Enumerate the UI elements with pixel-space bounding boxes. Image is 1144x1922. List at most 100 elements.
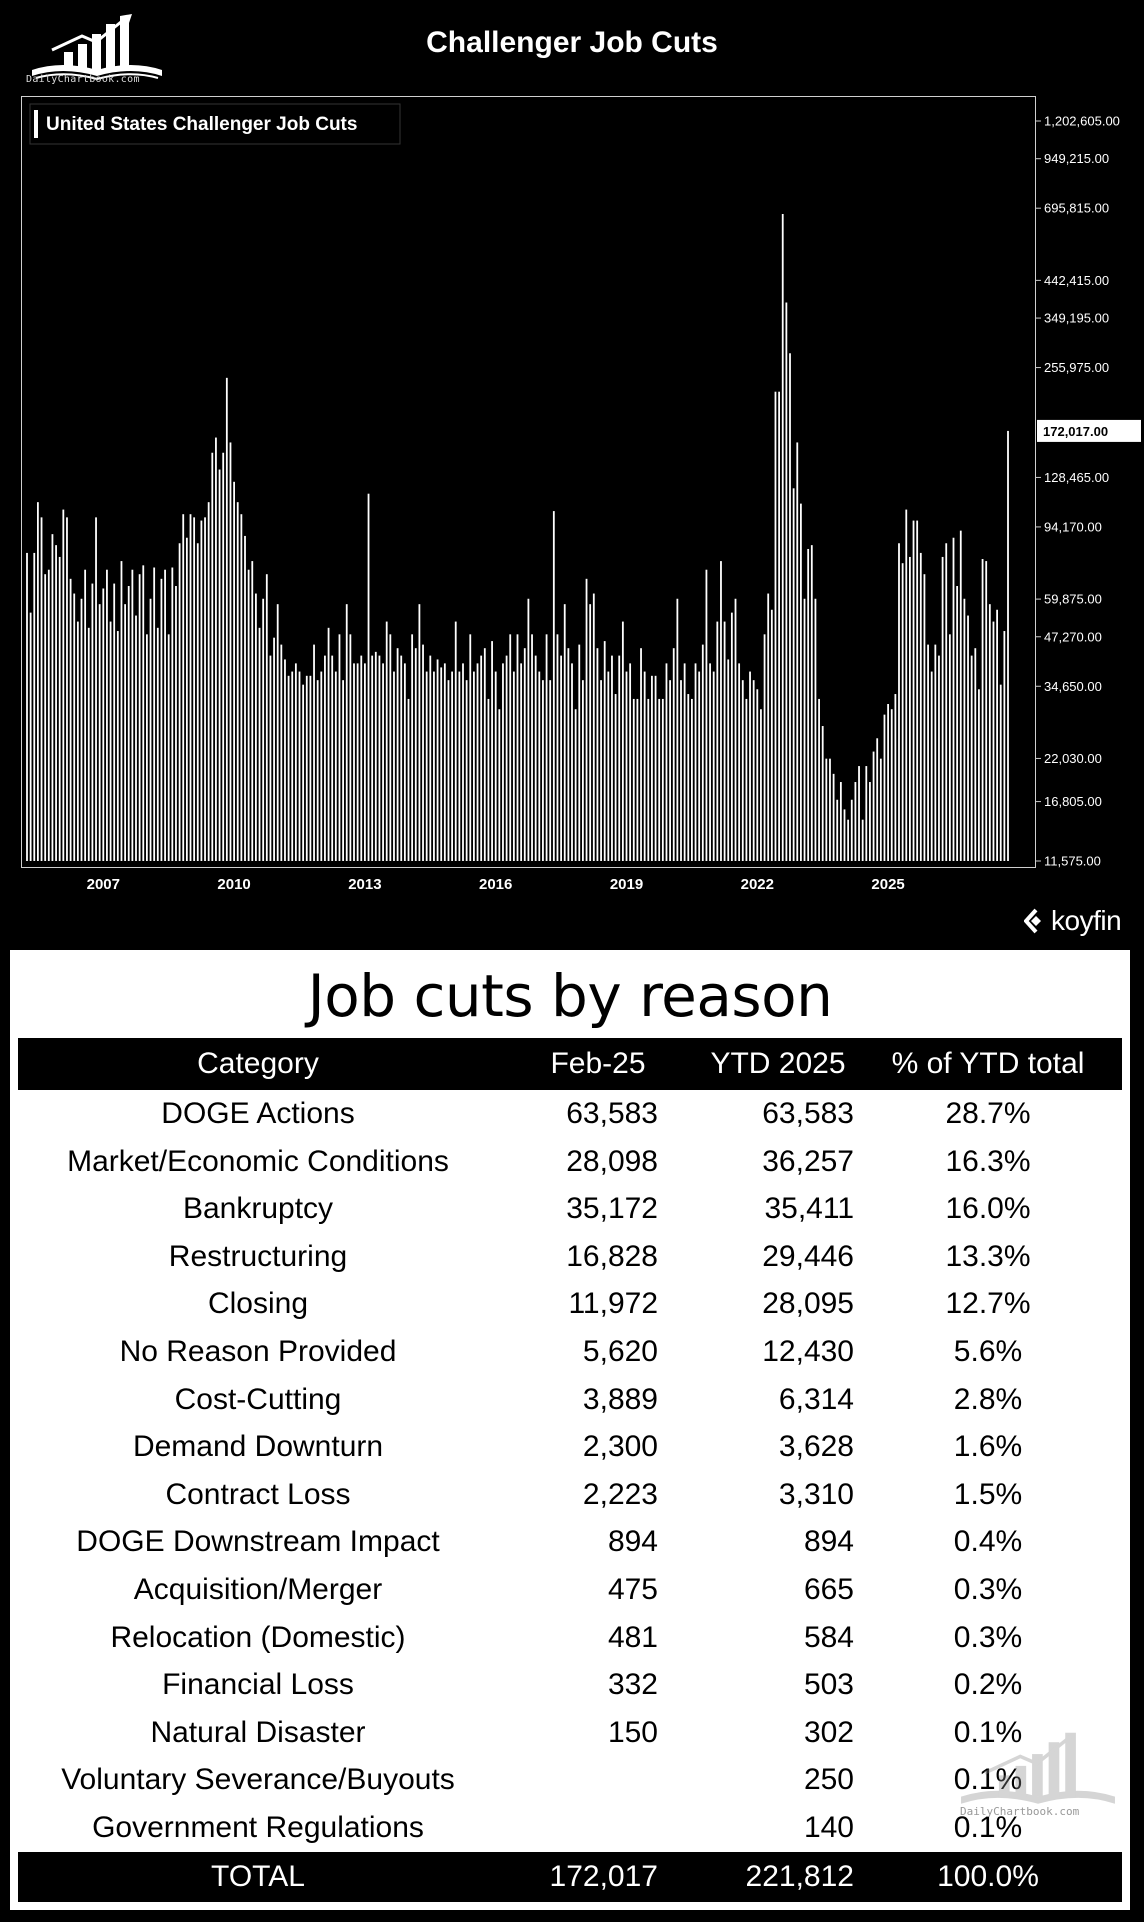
bar — [785, 302, 788, 861]
bar — [567, 648, 570, 861]
bar — [527, 598, 530, 861]
bar — [66, 517, 68, 861]
page-title: Challenger Job Cuts — [426, 26, 718, 59]
bar — [276, 604, 279, 861]
feb-cell: 5,620 — [582, 1335, 658, 1368]
y-axis: 1,202,605.00 949,215.00 695,815.00 442,415.… — [1036, 114, 1120, 869]
bar — [825, 758, 828, 861]
bar — [850, 799, 853, 861]
bar — [988, 604, 991, 861]
bar — [687, 694, 690, 861]
bar — [403, 663, 406, 861]
bar — [832, 773, 835, 861]
bar — [709, 663, 711, 861]
bar — [800, 503, 802, 861]
bar — [215, 437, 217, 861]
bar — [916, 520, 919, 861]
bar — [571, 663, 573, 861]
bar — [948, 634, 951, 861]
bar — [912, 520, 915, 861]
bar — [778, 391, 780, 861]
bar — [364, 663, 366, 861]
bar — [37, 502, 39, 861]
bar — [563, 604, 566, 861]
bar — [560, 655, 562, 861]
pct-cell: 2.8% — [953, 1382, 1023, 1416]
bar — [29, 612, 32, 861]
bar — [603, 641, 606, 861]
last-value-badge: 172,017.00 — [1037, 419, 1141, 442]
pct-cell: 100.0% — [937, 1860, 1039, 1893]
feb-cell: 16,828 — [566, 1239, 658, 1273]
bar — [189, 514, 192, 861]
ytd-cell: 12,430 — [762, 1335, 854, 1368]
bar — [91, 583, 94, 861]
bar — [120, 561, 123, 861]
feb-cell: 172,017 — [549, 1860, 658, 1893]
bar — [741, 680, 744, 861]
category-cell: Government Regulations — [92, 1811, 424, 1844]
bar — [454, 621, 457, 861]
bar — [269, 655, 272, 861]
ytd-cell: 221,812 — [745, 1860, 854, 1893]
bar — [654, 675, 657, 861]
bar — [807, 548, 810, 861]
table-row: DOGE Actions 63,583 63,583 28.7% — [18, 1090, 1122, 1137]
bar — [334, 671, 337, 861]
bar — [894, 694, 897, 861]
pct-cell: 12.7% — [945, 1287, 1031, 1321]
feb-cell: 63,583 — [566, 1097, 658, 1130]
ytd-cell: 894 — [803, 1525, 854, 1559]
bar — [534, 655, 537, 861]
table-row: Market/Economic Conditions 28,098 36,257 16… — [18, 1138, 1122, 1185]
feb-cell: 3,889 — [582, 1382, 658, 1416]
bar — [240, 514, 243, 861]
bar — [1007, 430, 1009, 861]
bar — [418, 604, 421, 861]
bar — [963, 598, 966, 861]
bar — [985, 561, 988, 861]
x-tick-label: 2025 — [871, 876, 904, 893]
bar — [98, 604, 101, 861]
bar — [669, 680, 671, 861]
bar — [498, 709, 501, 861]
y-tick-label: 255,975.00 — [1044, 360, 1109, 375]
bar — [930, 671, 933, 861]
bar — [520, 663, 523, 861]
bar — [440, 667, 443, 861]
category-cell: Contract Loss — [165, 1477, 351, 1511]
bar — [182, 514, 185, 861]
y-tick-label: 11,575.00 — [1044, 854, 1101, 869]
y-tick-label: 349,195.00 — [1044, 311, 1109, 326]
bar — [69, 578, 72, 861]
pct-cell: 0.1% — [953, 1811, 1023, 1844]
y-tick-label: 949,215.00 — [1044, 151, 1109, 166]
logo-text: DailyChartbook.com — [26, 74, 140, 85]
bar — [592, 593, 595, 861]
feb-cell: 11,972 — [568, 1287, 658, 1321]
bar — [396, 648, 399, 861]
bar — [941, 556, 944, 861]
table-header: Category Feb-25 YTD 2025 % of YTD total — [18, 1038, 1122, 1090]
bar — [109, 621, 112, 861]
bar — [999, 684, 1002, 861]
x-tick-label: 2010 — [217, 876, 250, 893]
bar — [73, 593, 76, 861]
x-tick-label: 2007 — [87, 876, 120, 893]
bar — [694, 663, 697, 861]
bar — [146, 634, 148, 861]
x-tick-label: 2013 — [348, 876, 381, 893]
bar — [142, 565, 145, 861]
table-row: Acquisition/Merger 475 665 0.3% — [18, 1566, 1122, 1613]
bar — [124, 604, 126, 861]
table-row: Bankruptcy 35,172 35,411 16.0% — [18, 1185, 1122, 1232]
bar — [393, 671, 395, 861]
bar — [796, 442, 799, 861]
table-row: No Reason Provided 5,620 12,430 5.6% — [18, 1328, 1122, 1375]
bar — [55, 545, 57, 861]
bar — [978, 689, 980, 861]
feb-cell: 475 — [607, 1573, 658, 1606]
bar — [698, 671, 701, 861]
bar — [854, 782, 857, 861]
bar — [651, 675, 653, 861]
